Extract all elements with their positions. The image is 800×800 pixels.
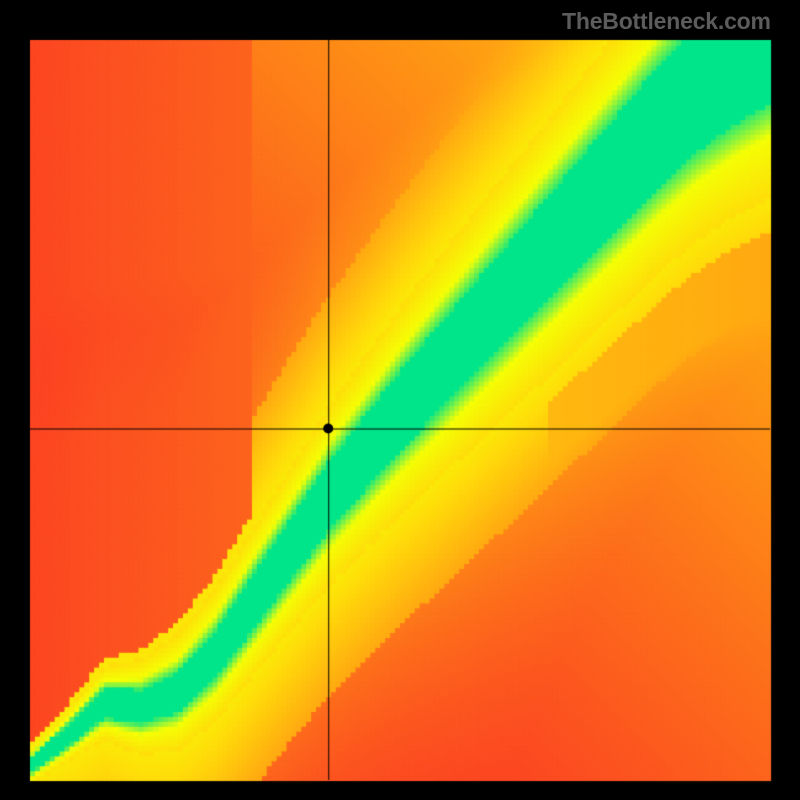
watermark-text: TheBottleneck.com [562, 8, 771, 35]
bottleneck-heatmap [0, 0, 800, 800]
chart-container: TheBottleneck.com [0, 0, 800, 800]
